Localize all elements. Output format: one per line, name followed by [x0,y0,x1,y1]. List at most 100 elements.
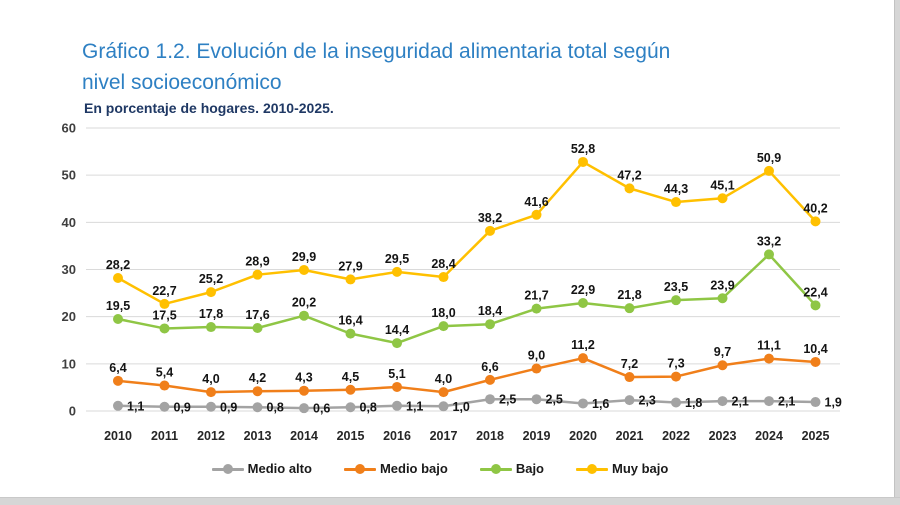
series-point-muy-bajo [113,272,123,283]
data-label-muy-bajo: 40,2 [803,201,827,215]
series-point-medio-alto [438,401,449,412]
data-label-muy-bajo: 28,2 [106,258,130,272]
x-axis-tick-label: 2020 [569,429,597,443]
data-label-muy-bajo: 29,5 [385,252,409,266]
data-label-bajo: 17,5 [152,308,176,322]
series-point-muy-bajo [764,165,774,176]
series-point-medio-alto [717,396,728,407]
legend-item-label: Medio bajo [379,461,448,476]
y-axis-tick-label: 40 [62,215,76,230]
data-label-medio-bajo: 5,1 [388,367,405,381]
series-point-bajo [810,300,821,311]
data-label-medio-alto: 0,8 [360,401,377,415]
series-point-bajo [345,328,356,339]
series-point-medio-alto [624,395,635,406]
series-point-medio-alto [764,396,774,407]
series-point-muy-bajo [159,298,170,309]
page-subtitle: En porcentaje de hogares. 2010-2025. [84,100,334,116]
data-label-muy-bajo: 29,9 [292,250,316,264]
x-axis-tick-label: 2015 [337,429,365,443]
line-chart: 0 10 20 30 40 50 60 2010 2011 2012 2013 2014 2015 201… [62,120,842,443]
series-point-muy-bajo [531,209,542,220]
x-axis-tick-label: 2025 [802,429,830,443]
bottom-edge-strip [0,497,900,505]
series-point-medio-alto [345,402,356,413]
series-point-medio-bajo [438,387,449,398]
data-label-muy-bajo: 25,2 [199,272,223,286]
data-label-medio-alto: 1,0 [453,400,470,414]
legend-item-bajo: Bajo [479,461,544,476]
series-point-medio-bajo [531,363,542,374]
data-label-medio-bajo: 7,3 [667,357,684,371]
data-label-medio-bajo: 11,2 [571,338,595,352]
series-point-medio-alto [671,397,681,408]
y-axis-tick-label: 60 [62,120,76,135]
legend-line-marker-icon [479,463,512,475]
x-axis-tick-label: 2022 [662,429,690,443]
data-label-bajo: 17,6 [245,308,269,322]
series-point-medio-bajo [624,372,635,383]
series-point-medio-alto [810,397,821,408]
series-point-muy-bajo [485,225,495,236]
data-label-bajo: 18,0 [431,306,455,320]
data-label-medio-alto: 2,3 [639,394,656,408]
data-label-bajo: 22,9 [571,283,595,297]
series-point-bajo [252,322,263,333]
data-label-medio-alto: 2,1 [778,395,795,409]
legend-item-muy-bajo: Muy bajo [576,461,668,476]
data-label-medio-bajo: 4,5 [342,370,359,384]
series-point-muy-bajo [810,216,821,227]
chart-legend: Medio alto Medio bajo Bajo Muy bajo [0,461,880,476]
data-label-bajo: 19,5 [106,299,130,313]
series-line-medio-bajo [117,356,816,394]
data-label-muy-bajo: 44,3 [664,182,688,196]
data-label-medio-alto: 1,1 [406,399,423,413]
data-label-muy-bajo: 27,9 [338,259,362,273]
series-point-medio-bajo [764,353,774,364]
data-label-medio-alto: 2,5 [499,393,516,407]
series-point-bajo [578,297,588,308]
data-label-bajo: 23,5 [664,280,688,294]
data-label-bajo: 33,2 [757,234,781,248]
data-label-bajo: 20,2 [292,296,316,310]
x-axis-tick-label: 2018 [476,429,504,443]
x-axis-tick-label: 2019 [523,429,551,443]
series-point-muy-bajo [624,183,635,194]
data-label-medio-bajo: 4,0 [202,372,219,386]
series-point-bajo [764,249,774,260]
series-point-bajo [531,303,542,314]
series-point-medio-alto [252,402,263,413]
series-point-medio-bajo [392,381,402,392]
data-label-medio-alto: 0,6 [313,402,330,416]
series-point-muy-bajo [578,156,588,167]
series-point-muy-bajo [392,266,402,277]
series-point-bajo [485,319,495,330]
series-point-medio-bajo [717,360,728,371]
series-point-medio-bajo [578,353,588,364]
series-point-medio-alto [159,401,170,412]
series-point-medio-alto [485,394,495,405]
y-axis-tick-label: 0 [69,404,76,419]
data-label-medio-alto: 1,1 [127,399,144,413]
data-label-bajo: 23,9 [710,278,734,292]
series-point-medio-alto [578,398,588,409]
series-point-medio-bajo [299,385,309,396]
legend-item-medio-bajo: Medio bajo [343,461,448,476]
series-point-muy-bajo [671,197,681,208]
data-label-medio-bajo: 6,6 [481,360,498,374]
x-axis-tick-label: 2017 [430,429,458,443]
data-label-medio-bajo: 6,4 [109,361,126,375]
series-point-muy-bajo [438,272,449,283]
series-point-bajo [159,323,170,334]
series-point-medio-alto [206,401,216,412]
legend-line-marker-icon [211,463,244,475]
series-point-medio-alto [531,394,542,405]
series-line-bajo [117,253,817,345]
data-label-medio-alto: 0,9 [220,400,237,414]
series-point-muy-bajo [206,287,216,298]
data-label-bajo: 17,8 [199,307,223,321]
x-axis-tick-label: 2011 [151,429,178,443]
series-point-muy-bajo [717,193,728,204]
series-point-bajo [671,295,681,306]
